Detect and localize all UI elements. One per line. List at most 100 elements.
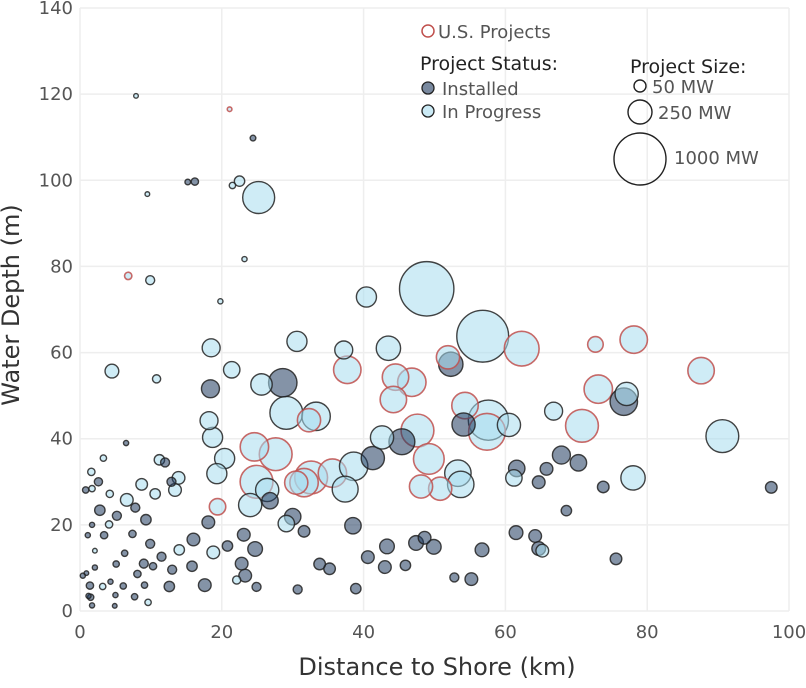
y-tick-label: 20: [50, 515, 73, 536]
installed-project-bubble: [417, 530, 432, 545]
installed-project-bubble: [144, 538, 156, 549]
us-project-bubble: [226, 106, 233, 113]
installed-project-bubble: [551, 445, 572, 465]
installed-project-bubble: [261, 491, 279, 510]
us-project-bubble: [332, 355, 362, 385]
installed-project-bubble: [148, 561, 158, 571]
x-tick-label: 100: [772, 622, 806, 643]
installed-project-bubble: [190, 177, 200, 186]
legend-installed-label: Installed: [442, 79, 519, 100]
in-progress-project-bubble: [201, 338, 221, 358]
in-progress-project-bubble: [105, 489, 115, 499]
installed-project-bubble: [560, 504, 573, 517]
x-tick-label: 40: [352, 622, 375, 643]
y-tick-label: 40: [50, 429, 73, 450]
installed-project-bubble: [247, 540, 264, 558]
in-progress-project-bubble: [228, 181, 237, 190]
installed-project-bubble: [84, 531, 92, 539]
y-tick-label: 80: [50, 256, 73, 277]
us-project-bubble: [586, 335, 605, 353]
installed-project-bubble: [344, 516, 362, 535]
installed-project-bubble: [349, 582, 362, 595]
us-project-bubble: [208, 497, 227, 516]
installed-project-bubble: [474, 542, 490, 558]
installed-project-bubble: [111, 602, 118, 609]
installed-project-bubble: [85, 592, 92, 600]
installed-project-bubble: [83, 570, 90, 577]
us-project-bubble: [408, 474, 434, 499]
in-progress-project-bubble: [99, 454, 108, 462]
in-progress-project-bubble: [505, 469, 523, 487]
installed-project-bubble: [292, 584, 303, 595]
installed-project-bubble: [120, 549, 129, 558]
installed-project-bubble: [119, 582, 128, 590]
in-progress-project-bubble: [231, 575, 242, 585]
in-progress-project-bubble: [201, 426, 224, 449]
installed-project-bubble: [449, 572, 460, 583]
in-progress-project-bubble: [543, 401, 564, 421]
installed-project-bubble: [238, 568, 253, 583]
installed-project-bubble: [166, 476, 177, 487]
installed-project-bubble: [130, 502, 141, 513]
us-project-bubble: [379, 385, 408, 414]
installed-project-bubble: [130, 592, 139, 601]
installed-project-bubble: [128, 529, 137, 539]
installed-project-bubble: [166, 564, 178, 575]
us-project-bubble: [283, 470, 309, 496]
installed-project-bubble: [111, 510, 123, 522]
us-project-bubble: [583, 374, 614, 405]
x-tick-label: 0: [74, 622, 85, 643]
installed-project-bubble: [531, 475, 546, 490]
in-progress-project-bubble: [286, 330, 308, 353]
installed-project-bubble: [93, 504, 106, 517]
installed-project-bubble: [251, 581, 262, 593]
installed-project-bubble: [464, 572, 479, 587]
in-progress-project-bubble: [217, 298, 224, 305]
installed-project-bubble: [197, 578, 212, 593]
legend-status-title: Project Status:: [420, 53, 558, 75]
in-progress-project-bubble: [250, 373, 273, 396]
in-progress-project-bubble: [222, 360, 241, 379]
x-tick-label: 20: [210, 622, 233, 643]
installed-project-bubble: [201, 515, 216, 530]
installed-project-bubble: [133, 569, 142, 579]
in-progress-project-bubble: [614, 381, 639, 407]
installed-project-bubble: [378, 538, 396, 555]
legend-inprogress-label: In Progress: [442, 102, 541, 123]
installed-project-bubble: [140, 513, 152, 526]
in-progress-project-bubble: [88, 484, 96, 493]
installed-project-bubble: [539, 461, 554, 476]
in-progress-project-bubble: [398, 260, 455, 317]
in-progress-project-bubble: [206, 545, 221, 560]
installed-project-bubble: [313, 557, 327, 571]
installed-project-bubble: [297, 524, 311, 538]
in-progress-project-bubble: [331, 475, 359, 503]
legend-size-50-label: 50 MW: [652, 77, 714, 98]
legend-size-250-label: 250 MW: [658, 103, 732, 124]
us-project-bubble: [619, 325, 649, 355]
legend-us-label: U.S. Projects: [438, 22, 551, 43]
legend-installed-marker: [421, 81, 435, 95]
installed-project-bubble: [140, 581, 149, 590]
legend-size-1000-marker: [613, 132, 667, 186]
installed-project-bubble: [609, 552, 623, 566]
in-progress-project-bubble: [86, 467, 96, 477]
installed-project-bubble: [85, 581, 95, 590]
in-progress-project-bubble: [496, 412, 522, 438]
in-progress-project-bubble: [277, 514, 296, 533]
in-progress-project-bubble: [149, 487, 162, 500]
installed-project-bubble: [91, 564, 99, 571]
in-progress-project-bubble: [119, 492, 134, 507]
installed-project-bubble: [138, 558, 150, 569]
installed-project-bubble: [156, 551, 167, 562]
installed-project-bubble: [81, 486, 90, 494]
in-progress-project-bubble: [144, 275, 156, 286]
x-tick-label: 80: [636, 622, 659, 643]
in-progress-project-bubble: [91, 547, 98, 554]
in-progress-project-bubble: [98, 582, 107, 591]
installed-project-bubble: [99, 530, 109, 540]
bubble-layer: [79, 92, 778, 609]
legend-us-marker: [421, 24, 435, 38]
us-project-bubble: [412, 442, 445, 476]
